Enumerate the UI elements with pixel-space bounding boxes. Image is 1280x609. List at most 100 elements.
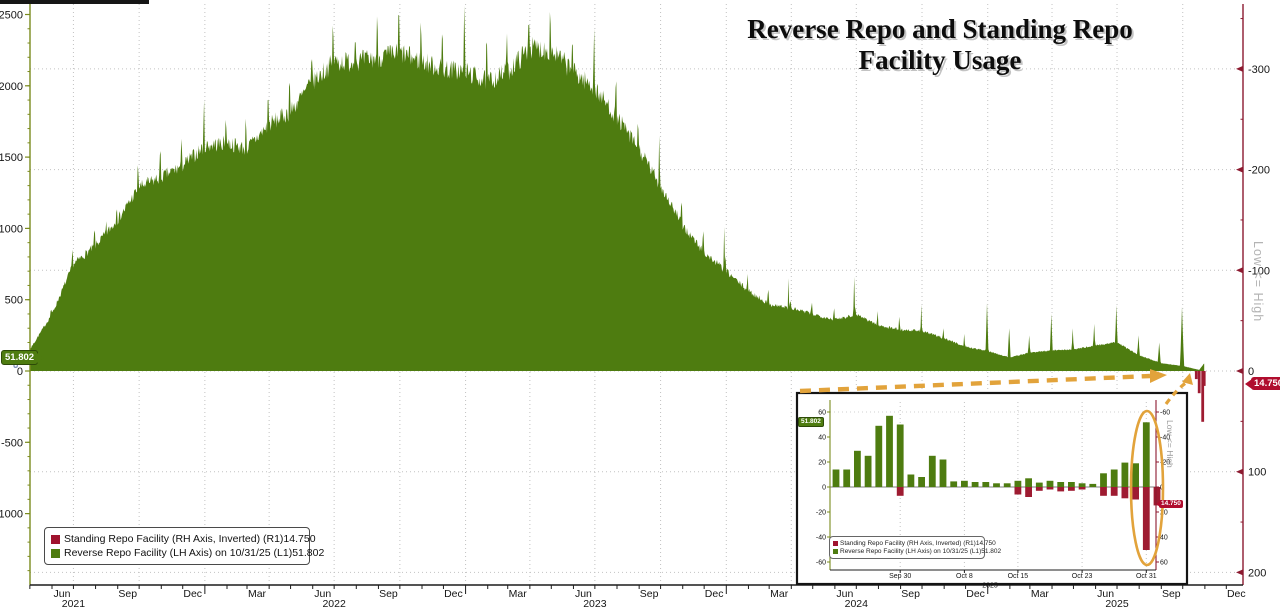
axis-tick-label: Mar [770,588,789,600]
rrp-last-value: 51.802 [1,350,39,365]
legend-label: Reverse Repo Facility (LH Axis) on 10/31… [840,548,982,555]
srf-last-value: 14.750 [1251,377,1280,390]
axis-tick-label: Sep [1162,588,1181,600]
pill-pointer-icon [1156,501,1160,507]
pill-pointer-icon [1245,378,1252,389]
axis-tick-label: 1500 [0,152,23,164]
axis-tick-label: 2022 [322,598,346,609]
legend-value: 14.750 [975,540,996,547]
axis-tick-label: 2025 [1105,598,1129,609]
rrp-last-value-pill: 51.802 [1,350,45,365]
axis-tick-label: 2025 [982,583,998,590]
axis-tick-label: Dec [1227,588,1246,600]
axis-tick-label: 20 [1160,510,1168,517]
annotation-anchor-icon: ∪ [12,360,20,370]
axis-tick-label: 2500 [0,10,23,22]
axis-tick-label: Mar [248,588,267,600]
srf-last-value-pill: 14.750 [1245,377,1280,390]
axis-tick-label: 40 [818,435,826,442]
axis-tick-label: -100 [1248,265,1270,277]
axis-tick-label: -1000 [0,509,23,521]
axis-tick-label: Oct 31 [1136,573,1157,580]
legend-row-standing-repo: Standing Repo Facility (RH Axis, Inverte… [51,533,316,546]
axis-tick-label: -40 [1160,435,1170,442]
axis-tick-label: Dec [705,588,724,600]
axis-tick-label: -300 [1248,64,1270,76]
pill-pointer-icon [37,352,45,363]
legend-swatch-red [833,541,838,546]
legend-swatch-green [833,549,838,554]
inset-srf-value-pill: 14.750 [1156,500,1183,508]
inset-rrp-value-pill: 51.802 [798,417,824,427]
legend-label: Reverse Repo Facility (LH Axis) on 10/31… [64,547,293,559]
axis-tick-label: Oct 23 [1072,573,1093,580]
legend-value: 14.750 [283,533,316,545]
axis-tick-label: Sep [901,588,920,600]
axis-tick-label: 2021 [62,598,86,609]
bottom-axis: Jun Sep Dec Mar Jun Sep Dec Mar Jun Sep Dec Mar Jun S… [29,584,1246,609]
axis-tick-label: Mar [509,588,528,600]
legend-row-reverse-repo: Reverse Repo Facility (LH Axis) on 10/31… [51,547,324,560]
axis-tick-label: Sep [640,588,659,600]
window-titlebar-remnant [0,0,149,4]
axis-tick-label: -60 [816,560,826,567]
axis-tick-label: Sep [379,588,398,600]
srf-bar-series [1194,371,1206,422]
axis-tick-label: 200 [1248,567,1266,579]
inset-axis-direction-note: Low <= High [1165,420,1175,468]
axis-tick-label: 100 [1248,467,1266,479]
axis-tick-label: 60 [818,410,826,417]
axis-tick-label: 0 [1248,366,1254,378]
axis-tick-label: 500 [5,295,23,307]
right-axis: -300 -200 -100 0 100 200 [1236,4,1270,585]
axis-tick-label: -40 [816,535,826,542]
axis-tick-label: Oct 8 [956,573,973,580]
axis-tick-label: Jun [54,588,71,600]
axis-tick-label: 0 [822,485,826,492]
legend-value: 51.802 [981,548,1002,555]
axis-tick-label: 2000 [0,81,23,93]
chart-title-line2: Facility Usage [858,45,1022,75]
axis-tick-label: -200 [1248,165,1270,177]
axis-tick-label: 60 [1160,560,1168,567]
axis-tick-label: Dec [183,588,202,600]
legend-inset: Standing Repo Facility (RH Axis, Inverte… [829,536,1001,559]
left-axis: 2500 2000 1500 1000 500 0 -500 -1000 [0,4,31,585]
right-axis-direction-note: Low <= High [1251,241,1265,323]
legend-swatch-red [51,534,60,544]
axis-tick-label: Sep 30 [889,573,911,580]
axis-tick-label: Dec [444,588,463,600]
axis-tick-label: 2023 [583,598,607,609]
legend-label: Standing Repo Facility (RH Axis, Inverte… [64,533,284,545]
axis-tick-label: -20 [816,510,826,517]
chart-title: Reverse Repo and Standing Repo Facility … [650,14,1230,76]
axis-tick-label: -60 [1160,410,1170,417]
axis-tick-label: 2024 [845,598,869,609]
axis-tick-label: 20 [818,460,826,467]
axis-tick-label: Jun [314,588,331,600]
rrp-area-series [29,5,1205,372]
axis-tick-label: Jun [575,588,592,600]
legend-label: Standing Repo Facility (RH Axis, Inverte… [840,540,976,547]
annotation-arrow [799,369,1193,405]
chart-title-line1: Reverse Repo and Standing Repo [747,14,1133,44]
legend-main: Standing Repo Facility (RH Axis, Inverte… [44,527,324,565]
axis-tick-label: Jun [1097,588,1114,600]
axis-tick-label: 40 [1160,535,1168,542]
legend-value: 51.802 [292,547,325,559]
legend-swatch-green [51,548,60,558]
axis-tick-label: Dec [966,588,985,600]
axis-tick-label: 0 [17,366,23,378]
axis-tick-label: Oct 15 [1008,573,1029,580]
axis-tick-label: -500 [1,437,23,449]
axis-tick-label: Sep [118,588,137,600]
axis-tick-label: -20 [1160,460,1170,467]
axis-tick-label: Jun [836,588,853,600]
axis-tick-label: Mar [1031,588,1050,600]
inset-srf-value: 14.750 [1159,500,1183,508]
axis-tick-label: 1000 [0,223,23,235]
highlight-ellipse [1129,409,1165,567]
inset-rrp-value: 51.802 [798,417,824,427]
